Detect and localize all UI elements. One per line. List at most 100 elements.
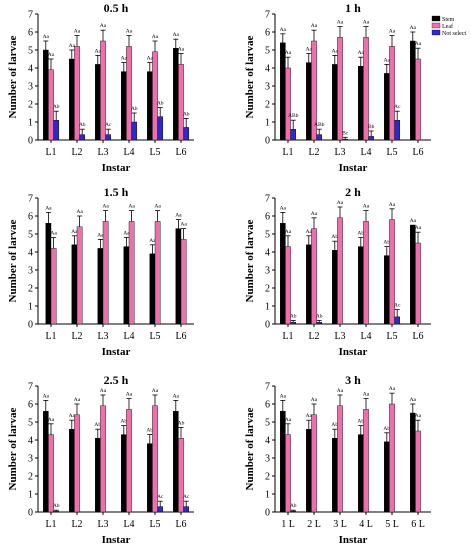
significance-label: Aa bbox=[126, 392, 133, 398]
significance-label: Aa bbox=[280, 27, 287, 33]
bar-leaf bbox=[50, 248, 57, 325]
significance-label: Aa bbox=[306, 229, 313, 235]
x-tick-label: L3 bbox=[97, 331, 108, 342]
bar-stem bbox=[410, 412, 416, 513]
bar-not-select bbox=[316, 322, 323, 325]
significance-label: Ab bbox=[383, 240, 390, 246]
y-tick-label: 2 bbox=[265, 100, 270, 111]
y-tick-label: 4 bbox=[265, 64, 270, 75]
x-tick-label: L5 bbox=[149, 147, 160, 158]
bar-leaf bbox=[154, 221, 161, 325]
significance-label: Aa bbox=[332, 48, 339, 54]
y-tick-label: 1 bbox=[265, 490, 270, 501]
significance-label: Aa bbox=[285, 417, 292, 423]
chart-title: 2.5 h bbox=[104, 373, 129, 387]
significance-label: Aa bbox=[173, 393, 180, 399]
y-tick-label: 6 bbox=[28, 212, 33, 223]
bar-leaf bbox=[76, 226, 83, 325]
bar-leaf bbox=[363, 409, 369, 513]
y-axis-title: Number of larvae bbox=[244, 407, 256, 490]
x-tick-label: 6 L bbox=[411, 519, 425, 530]
significance-label: Aa bbox=[71, 229, 78, 235]
bar-leaf bbox=[415, 58, 421, 141]
bar-leaf bbox=[311, 228, 317, 325]
significance-label: Aa bbox=[128, 204, 135, 210]
significance-label: Ab bbox=[53, 104, 60, 110]
significance-label: Ab bbox=[331, 234, 338, 240]
y-tick-label: 7 bbox=[28, 194, 33, 205]
significance-label: Aa bbox=[415, 225, 422, 231]
significance-label: Aa bbox=[178, 47, 185, 53]
bar-not-select bbox=[53, 510, 59, 513]
significance-label: Ab bbox=[331, 422, 338, 428]
bar-not-select bbox=[368, 136, 375, 141]
x-axis-title: Instar bbox=[102, 346, 131, 358]
significance-label: Bc bbox=[342, 130, 349, 136]
y-axis-title: Number of larvae bbox=[7, 219, 19, 302]
bar-leaf bbox=[128, 221, 135, 325]
bar-not-select bbox=[394, 316, 401, 325]
x-tick-label: L6 bbox=[175, 519, 186, 530]
y-tick-label: 4 bbox=[28, 436, 33, 447]
x-tick-label: L5 bbox=[149, 331, 160, 342]
significance-label: Aa bbox=[121, 56, 128, 62]
significance-label: Aa bbox=[358, 50, 365, 56]
bar-not-select bbox=[290, 322, 297, 325]
chart-title: 2 h bbox=[345, 185, 361, 199]
significance-label: Aa bbox=[311, 397, 318, 403]
bar-stem bbox=[94, 438, 101, 513]
bar-not-select bbox=[157, 116, 164, 141]
chart-panel-3: 1.5 h 0 1 2 3 4 5 6 7 Instar Number of larvae L1 Aa A… bbox=[7, 185, 194, 358]
bar-stem bbox=[306, 244, 312, 325]
y-tick-label: 5 bbox=[28, 418, 33, 429]
y-tick-label: 7 bbox=[265, 10, 270, 21]
bar-stem bbox=[384, 73, 390, 141]
bar-stem bbox=[280, 42, 286, 141]
x-tick-label: L2 bbox=[308, 147, 319, 158]
bar-stem bbox=[332, 249, 338, 325]
y-tick-label: 3 bbox=[265, 454, 270, 465]
x-tick-label: L6 bbox=[412, 331, 423, 342]
bar-stem bbox=[280, 222, 286, 325]
x-tick-label: L3 bbox=[97, 147, 108, 158]
significance-label: Aa bbox=[285, 229, 292, 235]
bar-not-select bbox=[316, 134, 323, 141]
y-tick-label: 2 bbox=[265, 284, 270, 295]
bar-leaf bbox=[337, 37, 343, 141]
y-tick-label: 6 bbox=[28, 28, 33, 39]
y-tick-label: 3 bbox=[265, 266, 270, 277]
significance-label: Aa bbox=[363, 204, 370, 210]
bar-leaf bbox=[126, 46, 132, 141]
y-axis-title: Number of larvae bbox=[244, 35, 256, 118]
legend-swatch bbox=[431, 29, 441, 36]
legend-swatch bbox=[431, 15, 441, 22]
bar-leaf bbox=[415, 430, 421, 513]
bar-stem bbox=[71, 244, 78, 325]
y-tick-label: 5 bbox=[265, 230, 270, 241]
significance-label: Aa bbox=[415, 413, 422, 419]
significance-label: Aa bbox=[48, 52, 55, 58]
significance-label: Aa bbox=[180, 222, 187, 228]
significance-label: Aa bbox=[43, 393, 50, 399]
bar-stem bbox=[358, 246, 364, 325]
bar-stem bbox=[306, 62, 312, 141]
significance-label: Aa bbox=[410, 25, 417, 31]
legend-label: Leaf bbox=[442, 23, 453, 30]
significance-label: Aa bbox=[173, 32, 180, 38]
x-tick-label: L6 bbox=[175, 147, 186, 158]
bar-leaf bbox=[337, 217, 343, 325]
significance-label: Ab bbox=[357, 419, 364, 425]
significance-label: Aa bbox=[389, 29, 396, 35]
y-tick-label: 0 bbox=[28, 136, 33, 147]
bar-leaf bbox=[285, 246, 291, 325]
significance-label: Aa bbox=[311, 23, 318, 29]
significance-label: Aa bbox=[100, 23, 107, 29]
x-tick-label: L1 bbox=[45, 331, 56, 342]
x-tick-label: L1 bbox=[45, 147, 56, 158]
significance-label: Aa bbox=[74, 29, 81, 35]
x-tick-label: L3 bbox=[334, 331, 345, 342]
bar-stem bbox=[332, 64, 338, 141]
significance-label: Ac bbox=[105, 122, 112, 128]
